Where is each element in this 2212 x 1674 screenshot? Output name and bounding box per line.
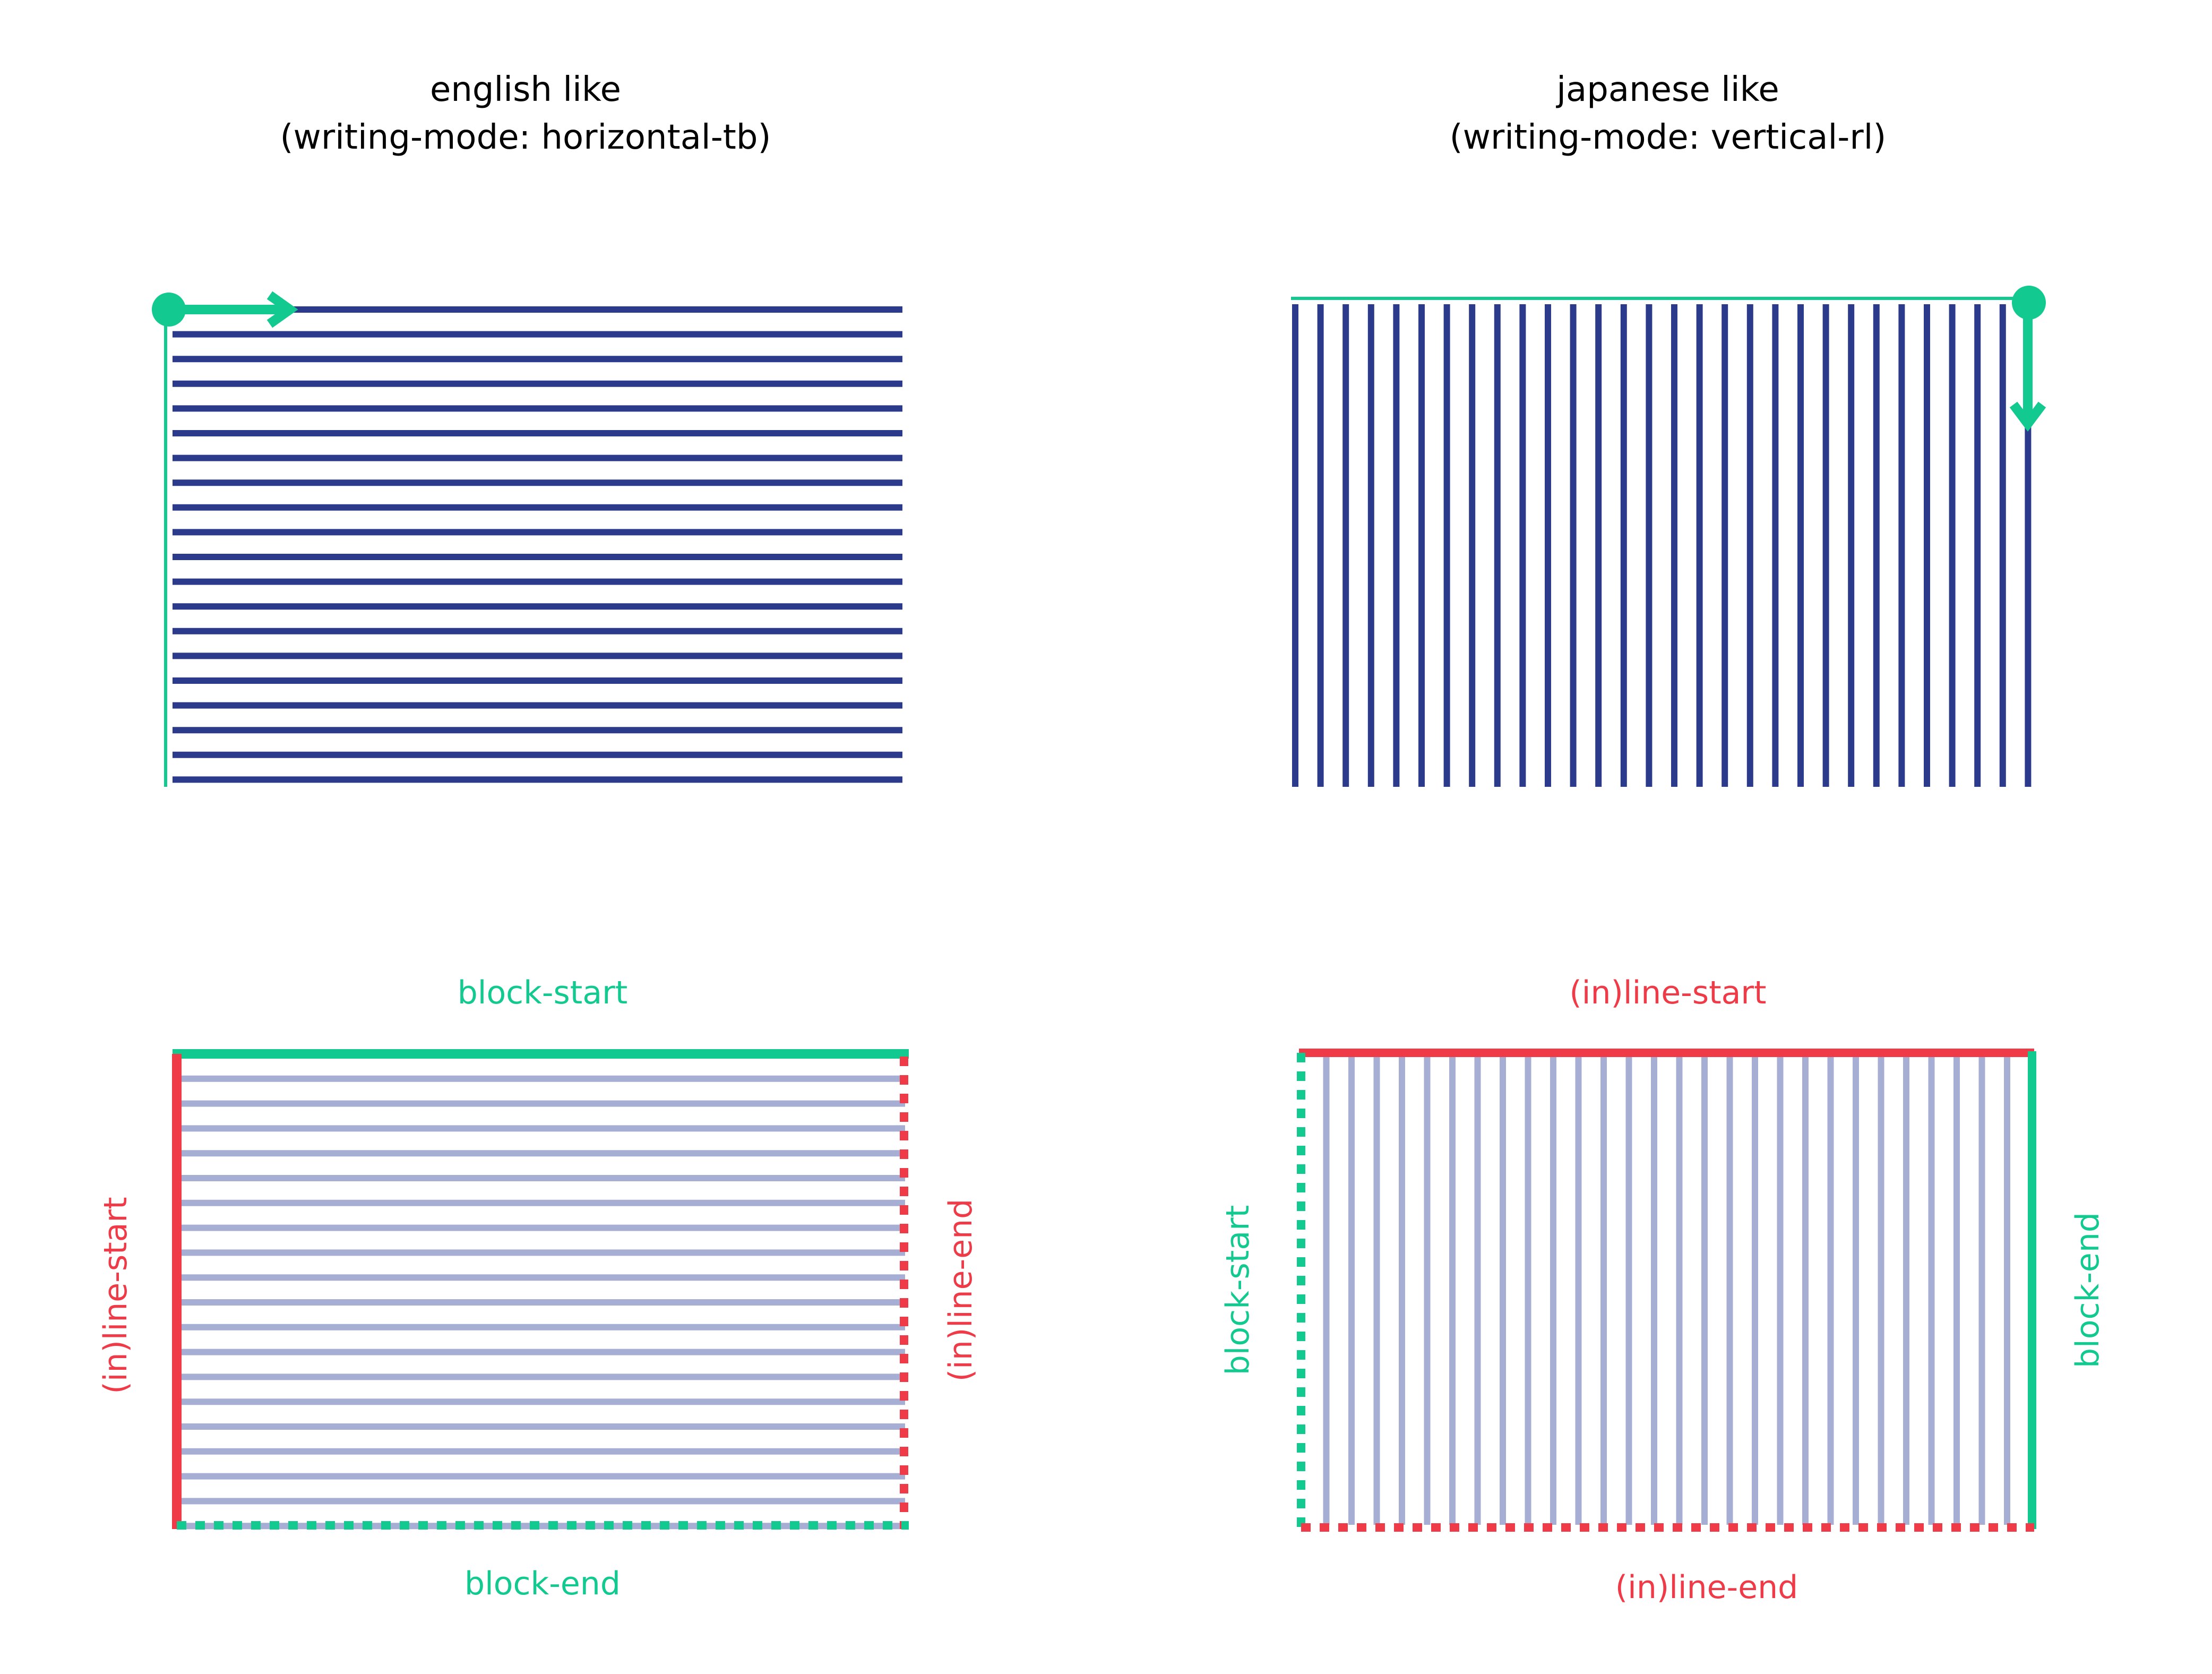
japanese-title-line2: (writing-mode: vertical-rl): [1450, 118, 1887, 157]
english-title-line2: (writing-mode: horizontal-tb): [280, 118, 771, 157]
japanese-block-start-label: block-start: [1219, 1205, 1256, 1376]
japanese-inline-start-label: (in)line-start: [1569, 974, 1766, 1011]
japanese-title-line1: japanese like: [1555, 70, 1779, 109]
english-arrowhead: [266, 291, 298, 328]
english-text-lines: [173, 306, 902, 783]
english-inline-end-label: (in)line-end: [942, 1199, 979, 1381]
english-block-start-label: block-start: [458, 974, 628, 1011]
english-inline-start-label: (in)line-start: [97, 1197, 134, 1394]
english-origin-dot: [152, 293, 186, 327]
japanese-faded-lines: [1323, 1057, 2036, 1525]
english-block-end-label: block-end: [464, 1565, 621, 1602]
japanese-inline-end-label: (in)line-end: [1615, 1569, 1798, 1606]
japanese-text-lines: [1292, 304, 2032, 787]
japanese-origin-dot: [2012, 286, 2046, 320]
english-title-line1: english like: [430, 70, 621, 109]
japanese-block-end-label: block-end: [2069, 1212, 2106, 1368]
english-faded-lines: [180, 1075, 905, 1530]
japanese-arrowhead: [2009, 401, 2046, 432]
